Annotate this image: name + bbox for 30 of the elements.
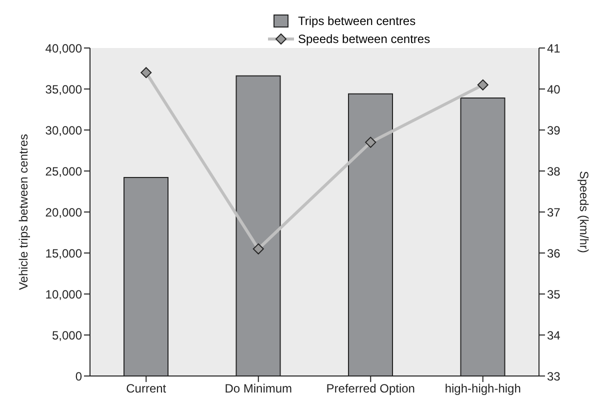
y2-tick-label: 41	[547, 41, 561, 56]
x-tick-label: Preferred Option	[326, 382, 415, 396]
y2-tick-label: 39	[547, 123, 561, 138]
y2-tick-label: 36	[547, 246, 561, 260]
legend-label: Trips between centres	[298, 14, 416, 28]
y-tick-label: 30,000	[45, 123, 82, 138]
point	[365, 136, 376, 148]
legend-label: Speeds between centres	[298, 32, 430, 46]
y-tick-label: 5,000	[52, 328, 82, 342]
y-axis-title: Vehicle trips between centres	[16, 134, 30, 290]
y2-tick-label: 37	[547, 205, 561, 220]
y-tick-label: 35,000	[45, 82, 82, 96]
y2-axis-title: Speeds (km/hr)	[576, 170, 591, 254]
point	[477, 79, 488, 90]
y2-tick-label: 33	[547, 369, 561, 384]
y2-tick-label: 34	[547, 328, 561, 342]
x-tick-label: high-high-high	[444, 382, 521, 396]
y-tick-label: 0	[75, 369, 82, 384]
y2-tick-label: 38	[547, 164, 561, 178]
x-tick-label: Do Minimum	[224, 382, 292, 396]
point	[252, 243, 264, 254]
point	[140, 67, 152, 78]
y-tick-label: 40,000	[45, 41, 82, 56]
y-tick-label: 15,000	[45, 246, 82, 260]
y-tick-label: 25,000	[45, 164, 82, 178]
y2-tick-label: 40	[547, 82, 561, 96]
y-tick-label: 20,000	[45, 205, 82, 220]
x-tick-label: Current	[126, 382, 167, 396]
y-tick-label: 10,000	[45, 287, 82, 302]
y2-tick-label: 35	[547, 287, 561, 302]
